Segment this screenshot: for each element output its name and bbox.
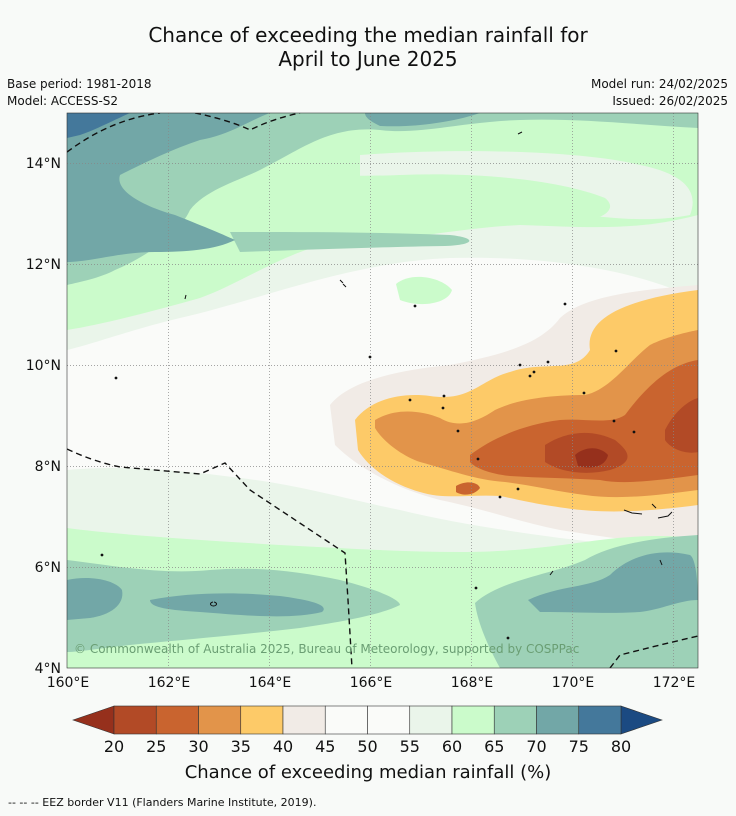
colorbar-cell xyxy=(324,705,368,735)
lon-tick: 164°E xyxy=(249,675,292,691)
colorbar-cell xyxy=(155,705,199,735)
contour-70-south xyxy=(67,578,123,620)
footer-legend: -- -- -- EEZ border V11 (Flanders Marine… xyxy=(8,796,317,809)
colorbar-cell xyxy=(113,705,157,735)
lon-tick: 170°E xyxy=(552,675,595,691)
contour-70-lobe xyxy=(230,232,470,252)
contour-30-dry xyxy=(470,360,698,483)
model-run: Model run: 24/02/2025 xyxy=(590,77,728,91)
lat-axis: 14°N 12°N 10°N 8°N 6°N 4°N xyxy=(26,156,61,677)
colorbar-cell xyxy=(409,705,453,735)
colorbar-label: 35 xyxy=(231,737,251,756)
lat-tick: 4°N xyxy=(35,661,61,677)
lon-tick: 162°E xyxy=(148,675,191,691)
colorbar-title: Chance of exceeding median rainfall (%) xyxy=(185,762,552,783)
lon-axis: 160°E 162°E 164°E 166°E 168°E 170°E 172°… xyxy=(47,675,696,691)
colorbar-cell xyxy=(451,705,495,735)
colorbar-label: 75 xyxy=(569,737,589,756)
colorbar-label: 65 xyxy=(484,737,504,756)
map-area: © Commonwealth of Australia 2025, Bureau… xyxy=(67,113,698,668)
colorbar-cell xyxy=(240,705,284,735)
lat-tick: 14°N xyxy=(26,156,61,172)
lat-tick: 8°N xyxy=(35,459,61,475)
contour-65-small-cell xyxy=(396,276,452,305)
lon-tick: 172°E xyxy=(653,675,696,691)
colorbar-high-extension xyxy=(620,705,663,735)
contour-30-small xyxy=(456,482,480,495)
copyright-notice: © Commonwealth of Australia 2025, Bureau… xyxy=(74,642,579,656)
colorbar-low-extension xyxy=(72,705,115,735)
lon-tick: 160°E xyxy=(47,675,90,691)
contour-20-dry xyxy=(575,448,608,468)
issued-date: Issued: 26/02/2025 xyxy=(612,94,728,108)
lon-tick: 166°E xyxy=(350,675,393,691)
lat-tick: 12°N xyxy=(26,257,61,273)
map-frame xyxy=(66,112,699,669)
lon-tick: 168°E xyxy=(451,675,494,691)
contour-70-south-band xyxy=(150,593,324,617)
colorbar-label: 60 xyxy=(442,737,462,756)
colorbar-cell xyxy=(282,705,326,735)
contour-65-north-cell xyxy=(210,174,611,226)
colorbar: 20 25 30 35 40 45 50 55 60 65 70 75 80 Chance of exc… xyxy=(72,705,663,783)
colorbar-cell xyxy=(367,705,411,735)
colorbar-label: 50 xyxy=(357,737,377,756)
eez-border xyxy=(67,113,698,668)
contour-70-north xyxy=(67,113,698,285)
contour-80-north xyxy=(67,113,130,138)
model-name: Model: ACCESS-S2 xyxy=(7,94,119,108)
colorbar-label: 45 xyxy=(315,737,335,756)
colorbar-label: 55 xyxy=(400,737,420,756)
colorbar-label: 25 xyxy=(146,737,166,756)
colorbar-label: 40 xyxy=(273,737,293,756)
contour-75-ne xyxy=(365,113,480,127)
base-period: Base period: 1981-2018 xyxy=(7,77,152,91)
colorbar-cell xyxy=(493,705,537,735)
colorbar-cell xyxy=(536,705,580,735)
colorbar-label: 80 xyxy=(611,737,631,756)
map-title-line2: April to June 2025 xyxy=(278,47,458,71)
colorbar-label: 20 xyxy=(104,737,124,756)
islands xyxy=(100,131,673,640)
colorbar-label: 70 xyxy=(526,737,546,756)
colorbar-label: 30 xyxy=(188,737,208,756)
graticule xyxy=(67,113,698,668)
lat-tick: 6°N xyxy=(35,560,61,576)
lat-tick: 10°N xyxy=(26,358,61,374)
map-title-line1: Chance of exceeding the median rainfall … xyxy=(148,23,588,47)
contour-25-east xyxy=(665,398,698,453)
colorbar-cell xyxy=(198,705,242,735)
colorbar-cell xyxy=(578,705,622,735)
contour-75-north xyxy=(67,113,270,262)
